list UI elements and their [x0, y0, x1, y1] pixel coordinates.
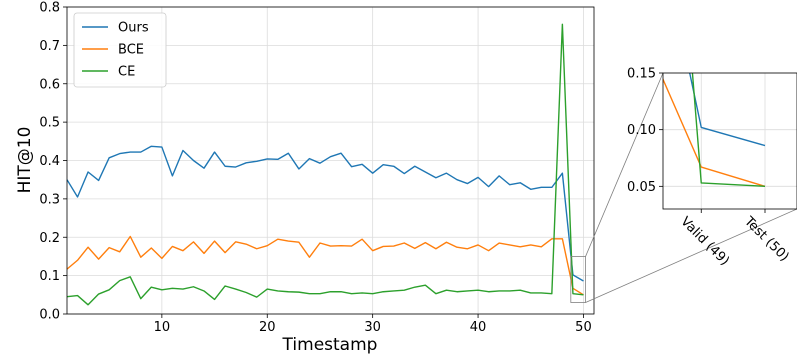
- legend-label-ours: Ours: [118, 21, 149, 36]
- connector-bottom: [585, 208, 797, 303]
- inset-y-tick-label: 0.10: [627, 123, 656, 138]
- x-tick-label: 10: [154, 320, 171, 335]
- inset-grid: [663, 72, 797, 209]
- series-line-ours: [66, 145, 584, 282]
- inset-plot-frame: [662, 72, 797, 210]
- series-line-bce: [66, 235, 584, 296]
- connector-top: [585, 72, 664, 257]
- y-tick-label: 0.5: [39, 116, 60, 131]
- y-tick-label: 0.3: [39, 192, 60, 207]
- legend-box: [73, 12, 167, 88]
- x-tick-label: 20: [259, 320, 276, 335]
- legend-label-bce: BCE: [118, 43, 144, 58]
- y-tick-label: 0.2: [39, 231, 60, 246]
- y-tick-label: 0.6: [39, 77, 60, 92]
- y-tick-label: 0.1: [39, 269, 60, 284]
- inset-x-tick-label: Test (50): [740, 214, 791, 265]
- legend: Ours BCE CE: [73, 12, 167, 88]
- y-tick-label: 0.4: [39, 154, 60, 169]
- y-axis-label: HIT@10: [15, 127, 35, 194]
- inset-series-line-ours: [688, 73, 766, 147]
- x-axis-label: Timestamp: [282, 335, 378, 355]
- x-tick-label: 40: [470, 320, 487, 335]
- x-tick-label: 50: [575, 320, 592, 335]
- y-tick-label: 0.0: [39, 308, 60, 323]
- zoom-connector-lines: [585, 72, 797, 303]
- main-ticks: 10 20 30 40 50 0.0 0.1 0.2 0.3 0.4 0.5 0.6 0.7 0.8: [39, 1, 591, 336]
- x-tick-label: 30: [364, 320, 381, 335]
- y-tick-label: 0.7: [39, 39, 60, 54]
- legend-label-ce: CE: [118, 65, 135, 80]
- inset-series-lines: [663, 73, 766, 188]
- zoom-region-box: [570, 256, 586, 303]
- series-line-ce: [66, 23, 584, 306]
- inset-y-tick-label: 0.05: [627, 180, 656, 195]
- y-tick-label: 0.8: [39, 1, 60, 16]
- inset-y-tick-label: 0.15: [627, 67, 656, 82]
- inset-series-line-ce: [691, 73, 766, 188]
- inset-series-line-bce: [663, 77, 766, 188]
- zoom-box-rect: [570, 256, 586, 303]
- main-series-lines: [66, 23, 584, 306]
